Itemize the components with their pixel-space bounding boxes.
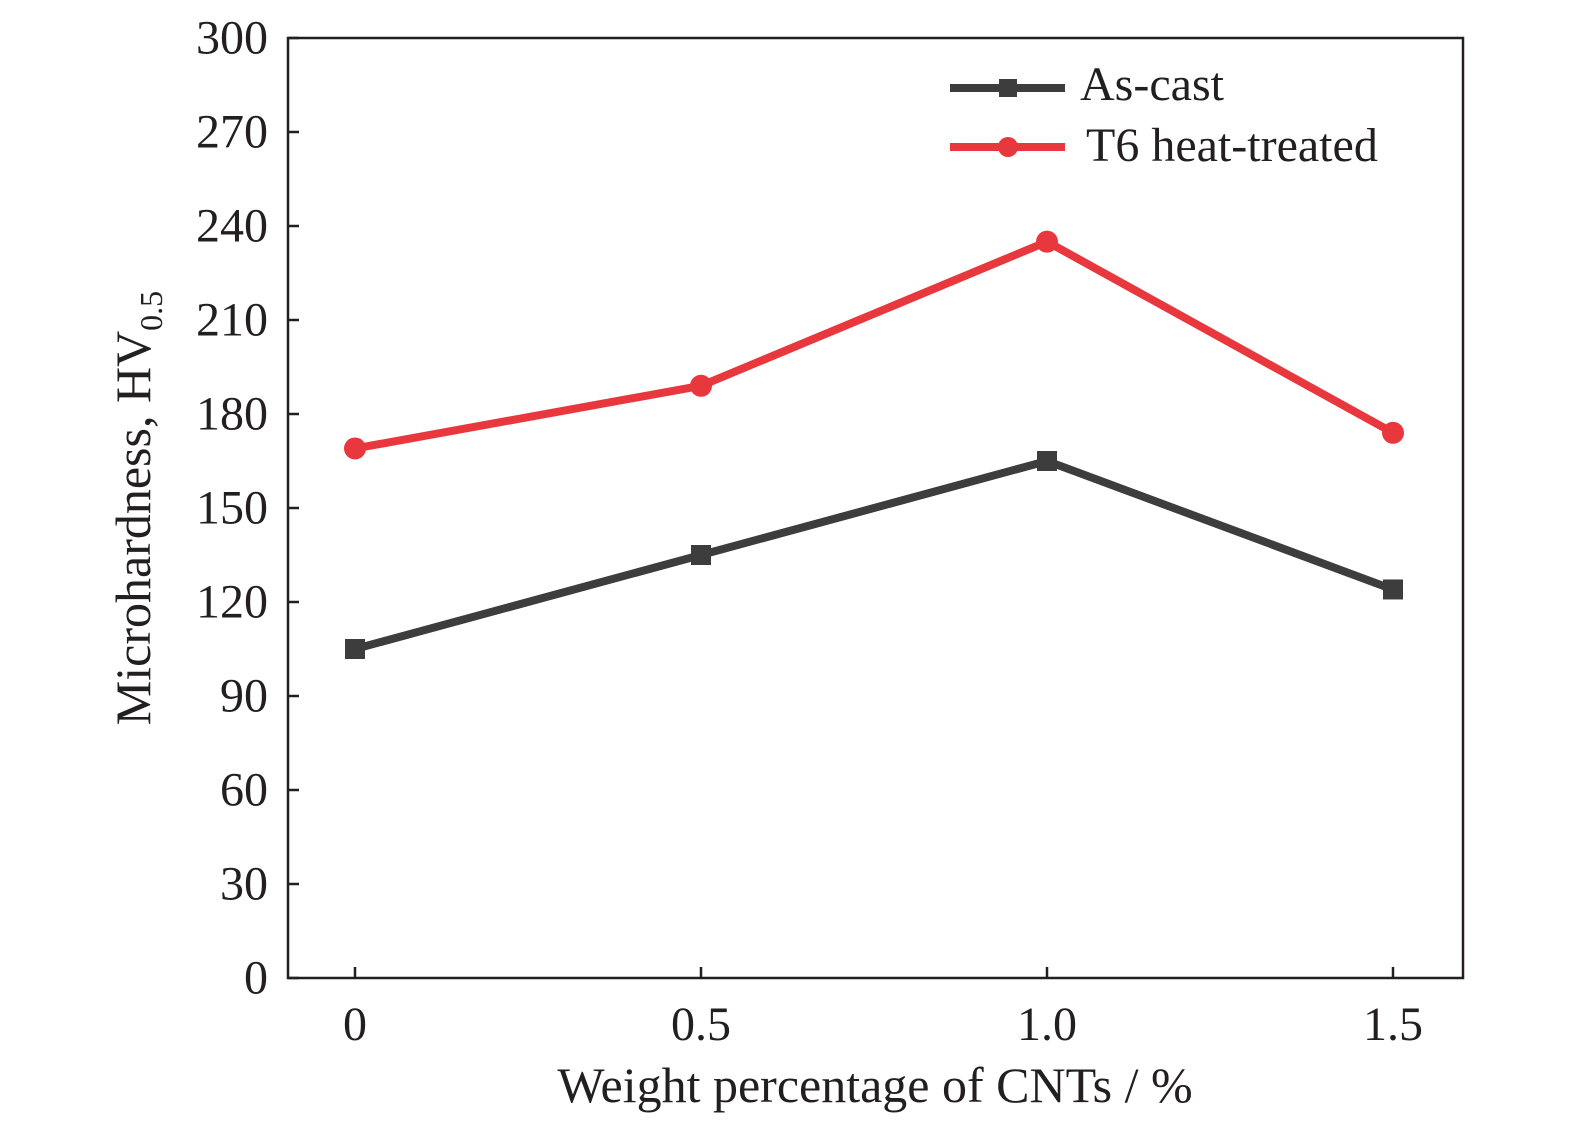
y-tick-label: 240 [196, 200, 268, 253]
legend-marker-as-cast [999, 79, 1017, 97]
y-tick-label: 90 [220, 670, 268, 723]
data-point-as-cast [1037, 451, 1057, 471]
y-axis-title-main: Microhardness, HV [105, 331, 161, 725]
y-axis-title-subscript: 0.5 [133, 291, 169, 331]
legend-label-t6: T6 heat-treated [1086, 119, 1378, 172]
x-tick-label: 1.5 [1363, 998, 1423, 1051]
data-point-t6-heat-treated [344, 437, 366, 460]
y-tick-label: 120 [196, 576, 268, 629]
x-axis: 0 0.5 1.0 1.5 [343, 967, 1423, 1051]
data-point-as-cast [691, 545, 711, 565]
x-axis-title: Weight percentage of CNTs / % [557, 1057, 1192, 1113]
y-axis-title: Microhardness, HV0.5 [105, 291, 169, 725]
x-tick-label: 0.5 [671, 998, 731, 1051]
y-tick-label: 0 [244, 952, 268, 1005]
legend: As-cast T6 heat-treated [950, 58, 1378, 172]
y-tick-label: 210 [196, 294, 268, 347]
y-tick-label: 300 [196, 12, 268, 65]
y-tick-label: 180 [196, 388, 268, 441]
y-tick-label: 270 [196, 106, 268, 159]
data-point-as-cast [1383, 579, 1403, 600]
series-layer [344, 230, 1404, 659]
data-point-t6-heat-treated [690, 374, 712, 397]
legend-marker-t6 [998, 137, 1018, 157]
data-point-t6-heat-treated [1036, 230, 1058, 253]
y-axis: 0 30 60 90 120 150 180 210 240 270 300 [196, 12, 299, 1005]
series-line-as-cast [353, 457, 1395, 653]
y-tick-label: 30 [220, 858, 268, 911]
y-tick-label: 60 [220, 764, 268, 817]
x-tick-label: 0 [343, 998, 367, 1051]
y-tick-label: 150 [196, 482, 268, 535]
x-tick-label: 1.0 [1017, 998, 1077, 1051]
data-point-as-cast [345, 639, 365, 659]
series-line-t6-heat-treated [354, 237, 1395, 453]
legend-label-as-cast: As-cast [1080, 58, 1225, 111]
data-point-t6-heat-treated [1382, 421, 1404, 444]
